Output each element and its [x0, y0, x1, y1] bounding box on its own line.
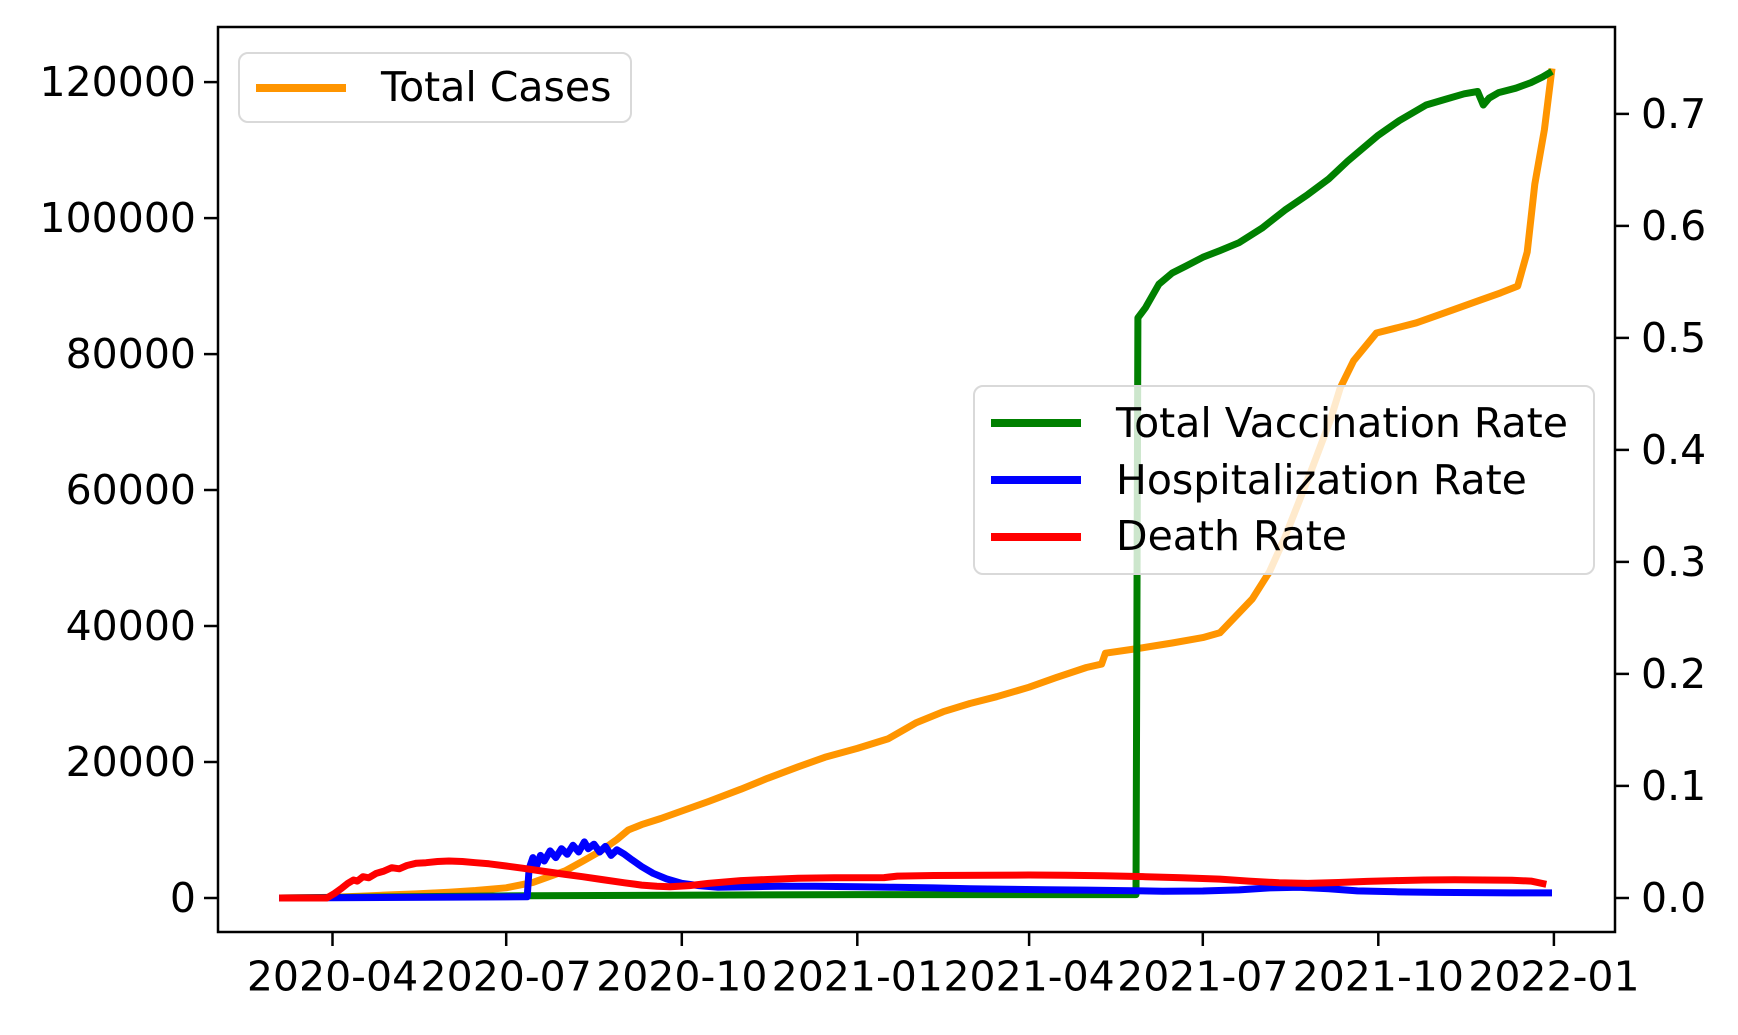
bottom-tick-label: 2021-10	[1293, 952, 1464, 1000]
series-line-total-cases	[279, 68, 1556, 902]
left-tick-label: 40000	[66, 602, 196, 650]
bottom-tick-label: 2020-10	[596, 952, 767, 1000]
legend-row-death-rate: Death Rate	[975, 516, 1593, 557]
plot-border	[216, 25, 1617, 934]
right-tick-label: 0.2	[1641, 650, 1706, 698]
left-tick-label: 100000	[39, 194, 196, 242]
legend-label-vaccination-rate: Total Vaccination Rate	[1116, 398, 1568, 447]
legend-total-cases: Total Cases	[238, 52, 632, 123]
legend-row-hospitalization-rate: Hospitalization Rate	[975, 455, 1593, 504]
legend-rates: Total Vaccination Rate Hospitalization R…	[973, 385, 1595, 575]
right-tick-label: 0.6	[1641, 202, 1706, 250]
right-tick-label: 0.3	[1641, 538, 1706, 586]
right-tick-label: 0.1	[1641, 762, 1706, 810]
left-tick-label: 60000	[66, 466, 196, 514]
right-tick-label: 0.5	[1641, 314, 1706, 362]
bottom-tick-label: 2021-04	[943, 952, 1114, 1000]
bottom-tick-label: 2020-04	[247, 952, 418, 1000]
right-tick-label: 0.0	[1641, 874, 1706, 922]
left-tick-label: 80000	[66, 330, 196, 378]
legend-row-vaccination-rate: Total Vaccination Rate	[975, 398, 1593, 447]
death-rate-line-swatch	[991, 532, 1081, 541]
legend-label-hospitalization-rate: Hospitalization Rate	[1116, 455, 1527, 504]
left-tick-label: 120000	[39, 58, 196, 106]
legend-row-total-cases: Total Cases	[240, 67, 630, 108]
vaccination-rate-line-swatch	[991, 419, 1081, 428]
series-line-death-rate	[279, 857, 1548, 902]
bottom-tick-label: 2020-07	[421, 952, 592, 1000]
legend-label-total-cases: Total Cases	[381, 63, 612, 111]
total-cases-line-swatch	[256, 83, 346, 92]
legend-label-death-rate: Death Rate	[1116, 512, 1348, 561]
series-line-total-vaccination-rate	[279, 68, 1554, 902]
left-tick-label: 0	[170, 874, 196, 922]
bottom-tick-label: 2021-07	[1117, 952, 1288, 1000]
right-tick-label: 0.4	[1641, 426, 1706, 474]
bottom-tick-label: 2021-01	[772, 952, 943, 1000]
left-tick-label: 20000	[66, 738, 196, 786]
right-tick-label: 0.7	[1641, 90, 1706, 138]
hospitalization-rate-line-swatch	[991, 476, 1081, 484]
bottom-tick-label: 2022-01	[1468, 952, 1639, 1000]
